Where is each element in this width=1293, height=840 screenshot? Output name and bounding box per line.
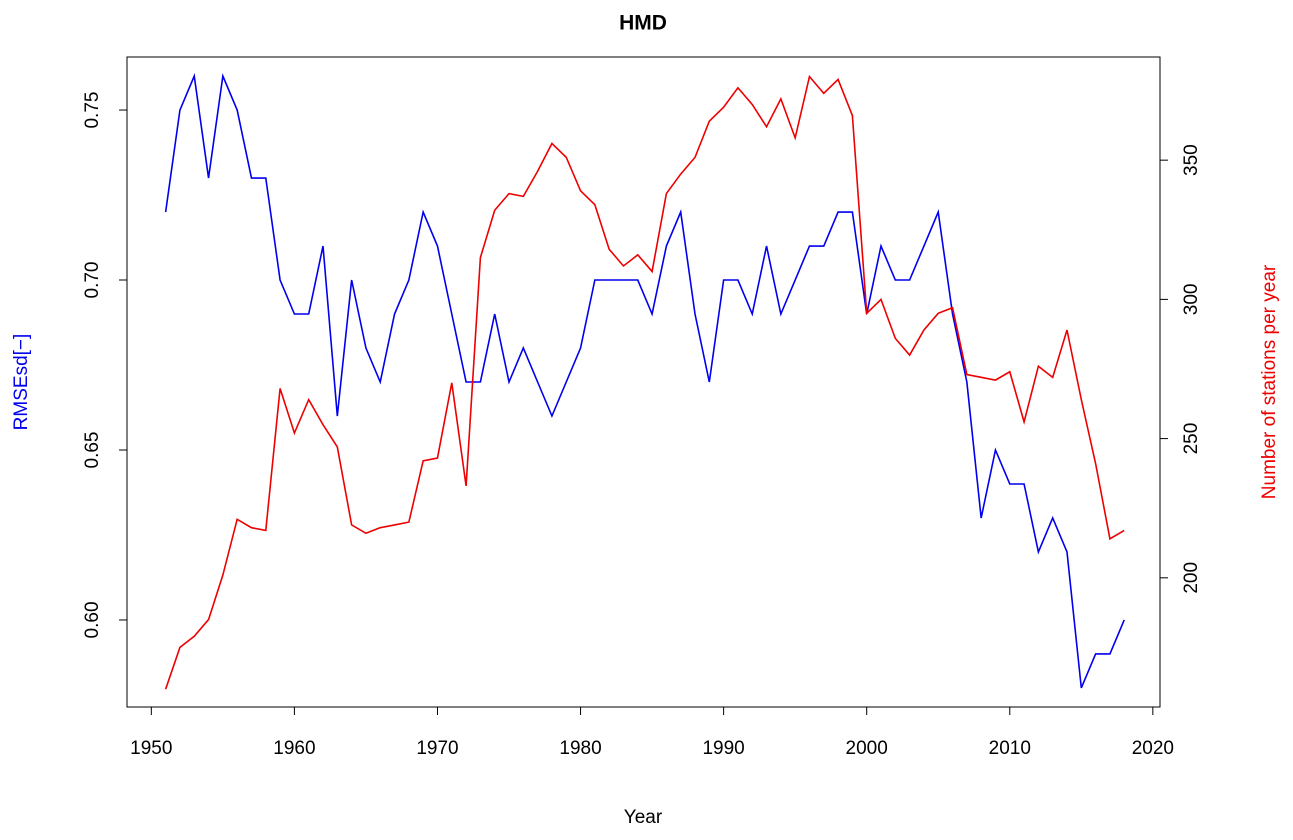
y2-tick-label: 300 [1181,284,1202,316]
y-tick-label: 0.65 [82,431,103,468]
data-line [164,73,1125,689]
x-tick-label: 1960 [273,738,315,759]
y-tick-label: 0.70 [82,262,103,299]
x-tick-label: 1990 [702,738,744,759]
data-line [164,74,1125,690]
x-tick-label: 2000 [846,738,888,759]
x-tick-label: 2020 [1132,738,1174,759]
x-tick-label: 2010 [989,738,1031,759]
y2-tick-label: 250 [1181,423,1202,455]
y2-axis-label: Number of stations per year [1259,264,1280,499]
y-tick-label: 0.75 [82,92,103,129]
x-axis-label: Year [624,807,663,828]
y-axis-label: RMSEsd[−] [11,334,32,431]
y2-tick-label: 200 [1181,562,1202,594]
chart-title: HMD [619,12,667,35]
x-tick-label: 1950 [130,738,172,759]
plot-frame [126,56,1161,708]
x-tick-label: 1980 [559,738,601,759]
y2-tick-label: 350 [1181,144,1202,176]
x-tick-label: 1970 [416,738,458,759]
y-tick-label: 0.60 [82,601,103,638]
